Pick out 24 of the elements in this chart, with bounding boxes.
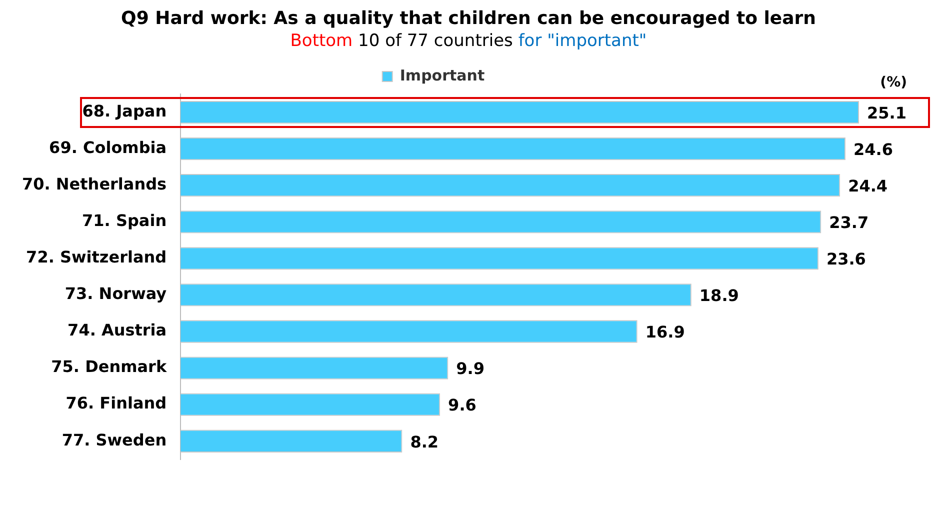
data-label: 8.2: [410, 432, 439, 452]
y-tick-label: 77. Sweden: [62, 430, 167, 450]
data-label: 9.9: [456, 359, 485, 378]
y-tick-label: 69. Colombia: [49, 138, 167, 157]
y-tick-label: 73. Norway: [64, 284, 168, 304]
chart-title: Q9 Hard work: As a quality that children can be encouraged to learn: [120, 8, 817, 29]
data-label: 24.6: [853, 140, 893, 159]
text: (%): [880, 74, 907, 91]
y-tick-label: 74. Austria: [68, 320, 167, 340]
y-tick-label: 75. Denmark: [51, 357, 167, 376]
data-label: 16.9: [645, 322, 685, 342]
data-label: 25.1: [867, 103, 906, 122]
y-tick-label: 76. Finland: [66, 394, 167, 413]
y-tick-label: 68. Japan: [82, 101, 167, 120]
data-label: 24.4: [848, 176, 888, 196]
data-label: 18.9: [699, 286, 739, 306]
chart-subtitle: Bottom 10 of 77 countries for "important": [290, 31, 647, 51]
y-tick-label: 72. Switzerland: [26, 248, 167, 267]
y-tick-label: 71. Spain: [82, 211, 167, 230]
data-label: 9.6: [448, 396, 476, 415]
legend-label: Important: [400, 66, 485, 84]
y-tick-label: 70. Netherlands: [22, 174, 167, 194]
data-label: 23.7: [829, 213, 869, 232]
data-label: 23.6: [826, 250, 866, 269]
